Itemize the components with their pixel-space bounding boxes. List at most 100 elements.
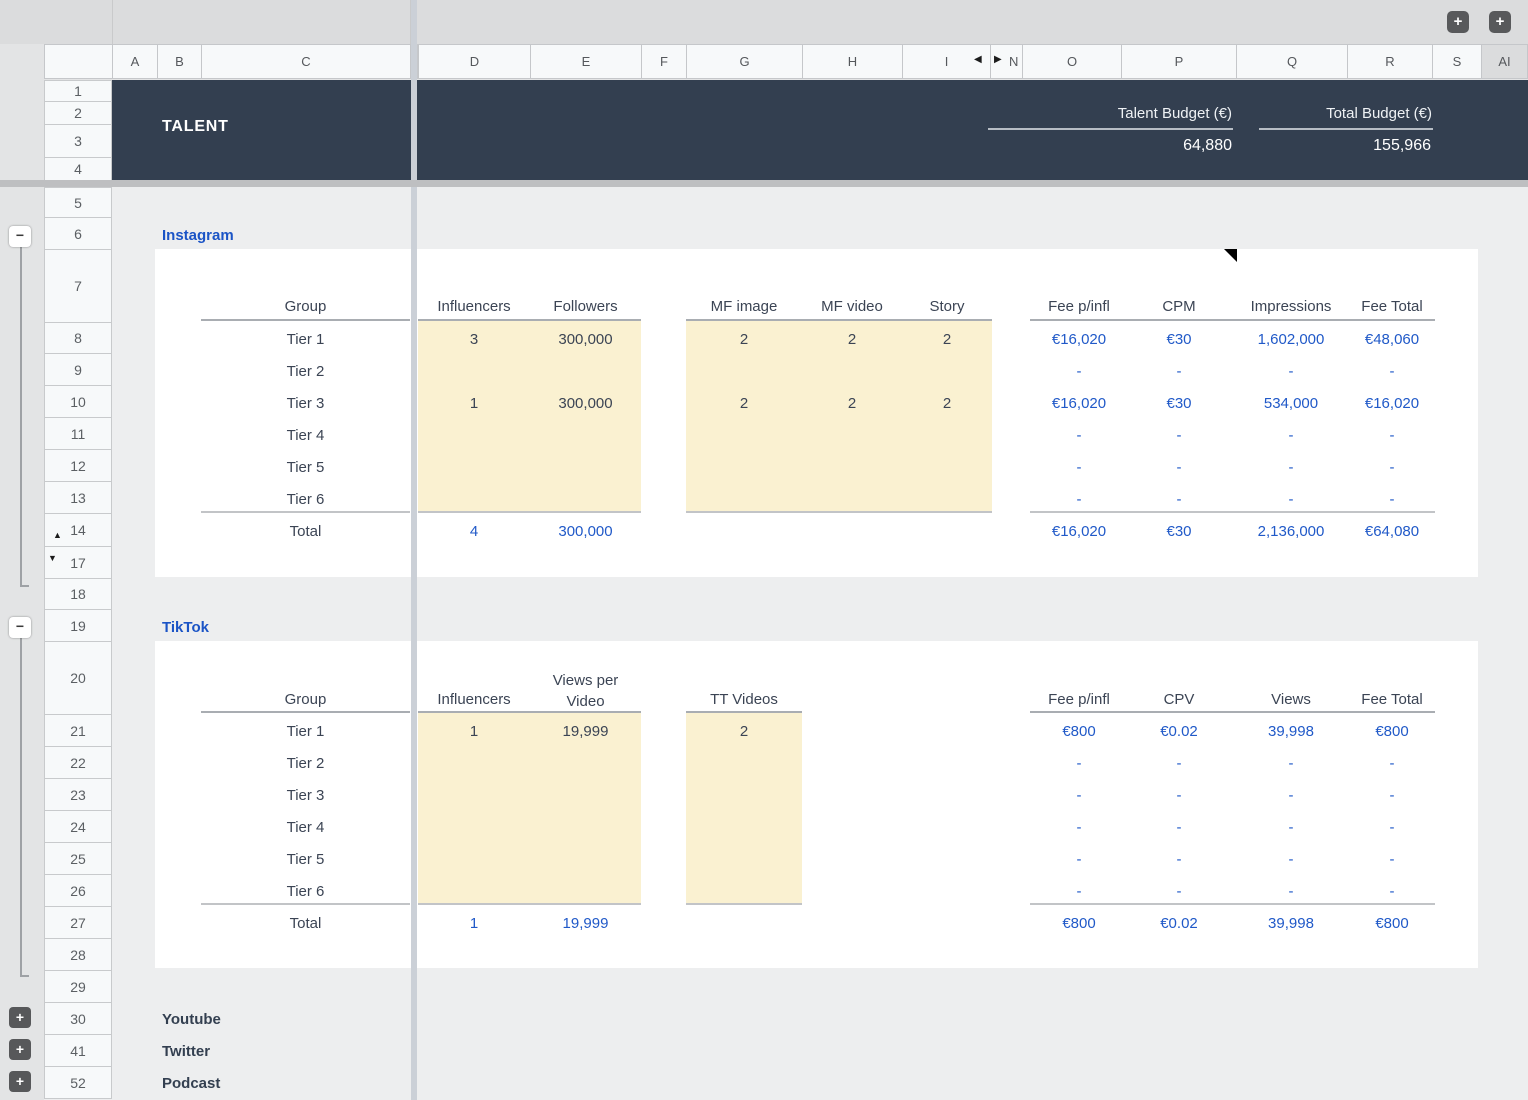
column-header-S[interactable]: S: [1432, 44, 1482, 79]
cell-views[interactable]: -: [1288, 851, 1294, 868]
row-header-2[interactable]: 2: [44, 101, 112, 125]
tiktok-header-group[interactable]: Group: [284, 691, 327, 708]
cell-mf-image[interactable]: 2: [739, 331, 749, 348]
instagram-header-fee-p-infl[interactable]: Fee p/infl: [1048, 298, 1110, 315]
tiktok-input-block-influencers[interactable]: [418, 713, 641, 903]
column-header-G[interactable]: G: [686, 44, 803, 79]
expand-group-button-youtube[interactable]: +: [9, 1007, 31, 1028]
cell-followers[interactable]: 300,000: [558, 331, 613, 348]
tiktok-header-views-per-video[interactable]: Views per Video: [530, 668, 641, 712]
cell-total-label[interactable]: Total: [289, 915, 322, 932]
cell-impressions[interactable]: 1,602,000: [1257, 331, 1325, 348]
cell-fee-total[interactable]: -: [1389, 755, 1395, 772]
tiktok-input-block-videos[interactable]: [686, 713, 802, 903]
cell-group[interactable]: Tier 5: [286, 459, 325, 476]
add-button[interactable]: +: [1489, 11, 1511, 33]
cell-fee-total[interactable]: -: [1389, 787, 1395, 804]
cell-followers[interactable]: 300,000: [558, 395, 613, 412]
row-header-26[interactable]: 26: [44, 874, 112, 907]
section-heading-youtube[interactable]: Youtube: [162, 1011, 221, 1028]
row-header-1[interactable]: 1: [44, 80, 112, 102]
row-header-27[interactable]: 27: [44, 906, 112, 939]
section-heading-podcast[interactable]: Podcast: [162, 1075, 221, 1092]
cell-total-followers[interactable]: 300,000: [558, 523, 613, 540]
column-header-Q[interactable]: Q: [1236, 44, 1348, 79]
cell-fee-p-infl[interactable]: -: [1076, 363, 1082, 380]
cell-fee-total[interactable]: -: [1389, 427, 1395, 444]
row-header-5[interactable]: 5: [44, 187, 112, 218]
row-header-10[interactable]: 10: [44, 385, 112, 418]
cell-total-impressions[interactable]: 2,136,000: [1257, 523, 1325, 540]
hidden-rows-above-icon[interactable]: ▲: [53, 530, 62, 540]
column-header-F[interactable]: F: [641, 44, 687, 79]
cell-cpm[interactable]: €30: [1166, 395, 1192, 412]
section-heading-instagram[interactable]: Instagram: [162, 227, 234, 244]
cell-total-fee-p-infl[interactable]: €16,020: [1051, 523, 1107, 540]
cell-group[interactable]: Tier 4: [286, 427, 325, 444]
row-header-12[interactable]: 12: [44, 449, 112, 482]
cell-total-fee-total[interactable]: €800: [1375, 915, 1409, 932]
collapse-group-button[interactable]: −: [9, 617, 31, 638]
column-header-AI[interactable]: AI: [1481, 44, 1528, 79]
cell-group[interactable]: Tier 4: [286, 819, 325, 836]
cell-views[interactable]: -: [1288, 883, 1294, 900]
cell-group[interactable]: Tier 2: [286, 363, 325, 380]
cell-impressions[interactable]: 534,000: [1263, 395, 1319, 412]
row-header-21[interactable]: 21: [44, 714, 112, 747]
cell-cpv[interactable]: -: [1176, 851, 1182, 868]
cell-mf-video[interactable]: 2: [847, 395, 857, 412]
cell-views[interactable]: 39,998: [1268, 723, 1314, 740]
row-header-24[interactable]: 24: [44, 810, 112, 843]
freeze-column-divider[interactable]: [411, 0, 417, 1100]
cell-fee-total[interactable]: €16,020: [1364, 395, 1420, 412]
row-header-6[interactable]: 6: [44, 217, 112, 250]
cell-total-cpv[interactable]: €0.02: [1160, 915, 1198, 932]
cell-tt-videos[interactable]: 2: [739, 723, 749, 740]
tiktok-header-cpv[interactable]: CPV: [1163, 691, 1195, 708]
cell-group[interactable]: Tier 3: [286, 395, 325, 412]
cell-fee-p-infl[interactable]: €16,020: [1051, 395, 1107, 412]
cell-group[interactable]: Tier 6: [286, 883, 325, 900]
column-header-A[interactable]: A: [112, 44, 158, 79]
cell-fee-p-infl[interactable]: -: [1076, 819, 1082, 836]
cell-total-influencers[interactable]: 1: [469, 915, 479, 932]
row-header-9[interactable]: 9: [44, 353, 112, 386]
column-header-I[interactable]: I: [902, 44, 991, 79]
instagram-header-fee-total[interactable]: Fee Total: [1361, 298, 1423, 315]
cell-fee-total[interactable]: €800: [1375, 723, 1409, 740]
cell-fee-p-infl[interactable]: €800: [1062, 723, 1096, 740]
hidden-columns-right-icon[interactable]: ▶: [994, 54, 1002, 65]
freeze-row-divider[interactable]: [0, 180, 1528, 187]
row-header-22[interactable]: 22: [44, 746, 112, 779]
instagram-input-block-formats[interactable]: [686, 321, 992, 511]
cell-cpm[interactable]: -: [1176, 427, 1182, 444]
cell-total-fee-total[interactable]: €64,080: [1364, 523, 1420, 540]
row-header-29[interactable]: 29: [44, 970, 112, 1003]
row-header-19[interactable]: 19: [44, 609, 112, 642]
cell-total-views[interactable]: 39,998: [1268, 915, 1314, 932]
row-header-25[interactable]: 25: [44, 842, 112, 875]
column-header-R[interactable]: R: [1347, 44, 1433, 79]
cell-cpm[interactable]: -: [1176, 363, 1182, 380]
row-header-23[interactable]: 23: [44, 778, 112, 811]
cell-fee-total[interactable]: €48,060: [1364, 331, 1420, 348]
add-column-button[interactable]: +: [1447, 11, 1469, 33]
column-header-O[interactable]: O: [1022, 44, 1122, 79]
cell-story[interactable]: 2: [942, 395, 952, 412]
cell-cpm[interactable]: €30: [1166, 331, 1192, 348]
cell-influencers[interactable]: 3: [469, 331, 479, 348]
expand-group-button-twitter[interactable]: +: [9, 1039, 31, 1060]
row-header-11[interactable]: 11: [44, 417, 112, 450]
cell-mf-image[interactable]: 2: [739, 395, 749, 412]
column-header-H[interactable]: H: [802, 44, 903, 79]
cell-fee-p-infl[interactable]: -: [1076, 427, 1082, 444]
cell-cpv[interactable]: €0.02: [1160, 723, 1198, 740]
cell-fee-p-infl[interactable]: -: [1076, 787, 1082, 804]
cell-group[interactable]: Tier 1: [286, 331, 325, 348]
cell-cpv[interactable]: -: [1176, 883, 1182, 900]
cell-impressions[interactable]: -: [1288, 491, 1294, 508]
cell-fee-total[interactable]: -: [1389, 819, 1395, 836]
instagram-header-group[interactable]: Group: [284, 298, 327, 315]
section-heading-tiktok[interactable]: TikTok: [162, 619, 209, 636]
hidden-rows-below-icon[interactable]: ▼: [48, 553, 57, 563]
